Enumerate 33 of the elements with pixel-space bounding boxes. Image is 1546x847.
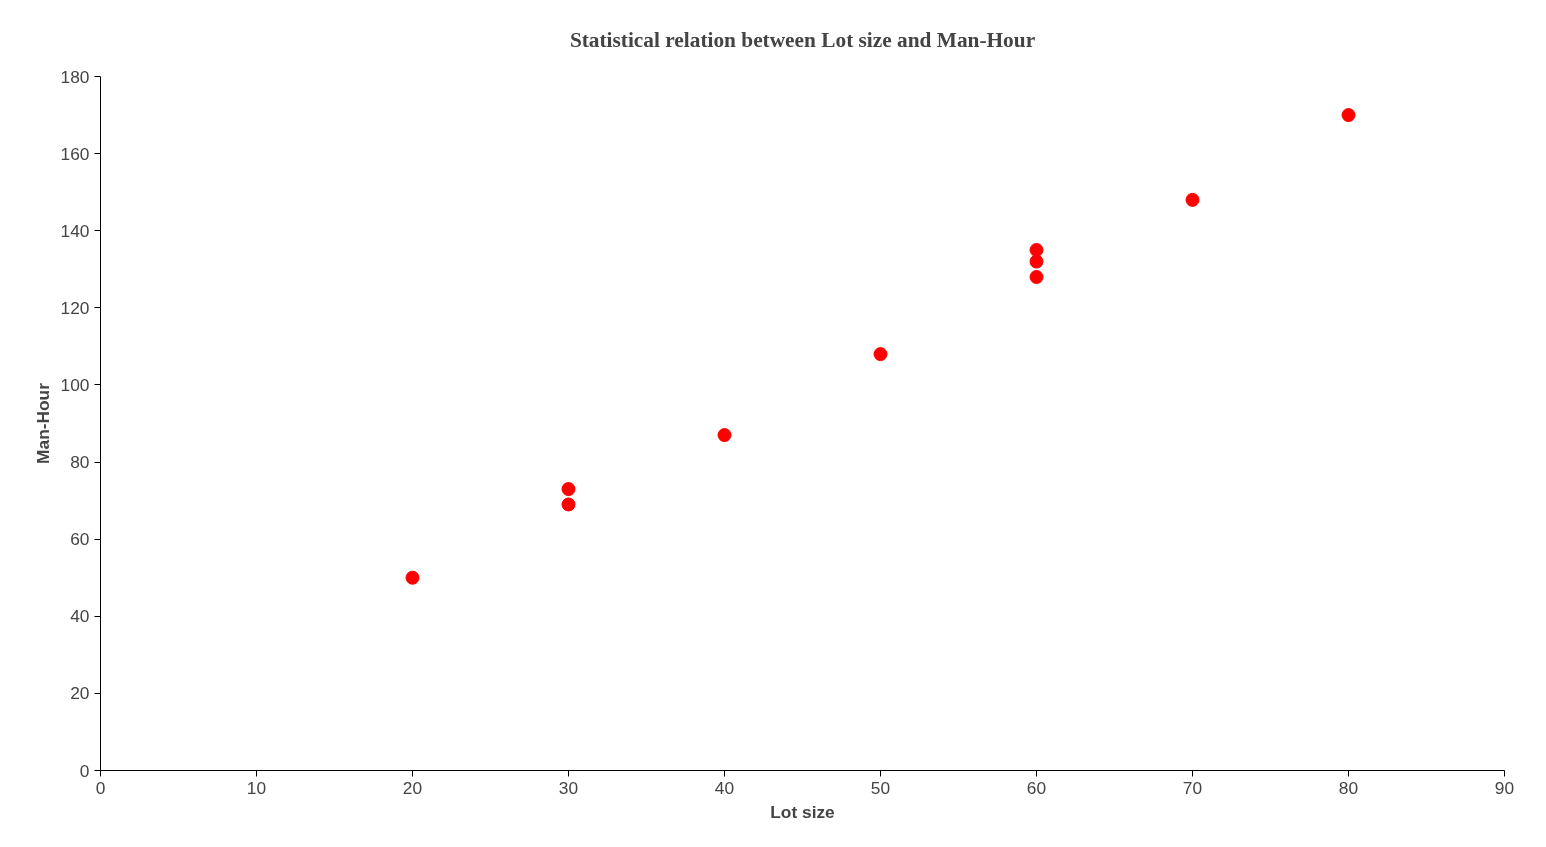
- x-tick-label: 10: [246, 777, 267, 798]
- point: [717, 428, 732, 443]
- y-tick-label: 180: [60, 66, 90, 87]
- y-tick-label: 140: [60, 220, 90, 241]
- y-tick-label: 60: [70, 529, 90, 550]
- point: [1029, 270, 1044, 284]
- x-tick-label: 20: [402, 777, 423, 798]
- point: [873, 347, 888, 362]
- point: [1185, 192, 1200, 207]
- point: [1341, 108, 1356, 123]
- x-axis-title: Lot size: [770, 801, 836, 822]
- y-tick-label: 160: [60, 143, 90, 164]
- x-tick-label: 0: [95, 777, 106, 798]
- point: [1029, 243, 1044, 257]
- y-tick-label: 100: [60, 374, 90, 395]
- y-tick-label: 20: [70, 683, 90, 704]
- y-tick-label: 80: [70, 452, 90, 473]
- x-tick-label: 80: [1338, 777, 1359, 798]
- chart-title: Statistical relation between Lot size and Man-Hour: [569, 27, 1036, 52]
- x-tick-label: 70: [1182, 777, 1203, 798]
- point: [1029, 254, 1044, 269]
- x-tick-label: 40: [714, 777, 735, 798]
- x-tick-label: 90: [1494, 777, 1515, 798]
- x-tick-label: 50: [870, 777, 891, 798]
- y-tick-label: 0: [79, 760, 90, 781]
- y-tick-label: 40: [70, 606, 90, 627]
- x-tick-label: 30: [558, 777, 579, 798]
- point: [561, 497, 576, 512]
- point: [561, 482, 576, 497]
- point: [405, 570, 420, 585]
- y-axis-title: Man-Hour: [32, 382, 53, 464]
- y-tick-label: 120: [60, 297, 90, 318]
- x-tick-label: 60: [1026, 777, 1047, 798]
